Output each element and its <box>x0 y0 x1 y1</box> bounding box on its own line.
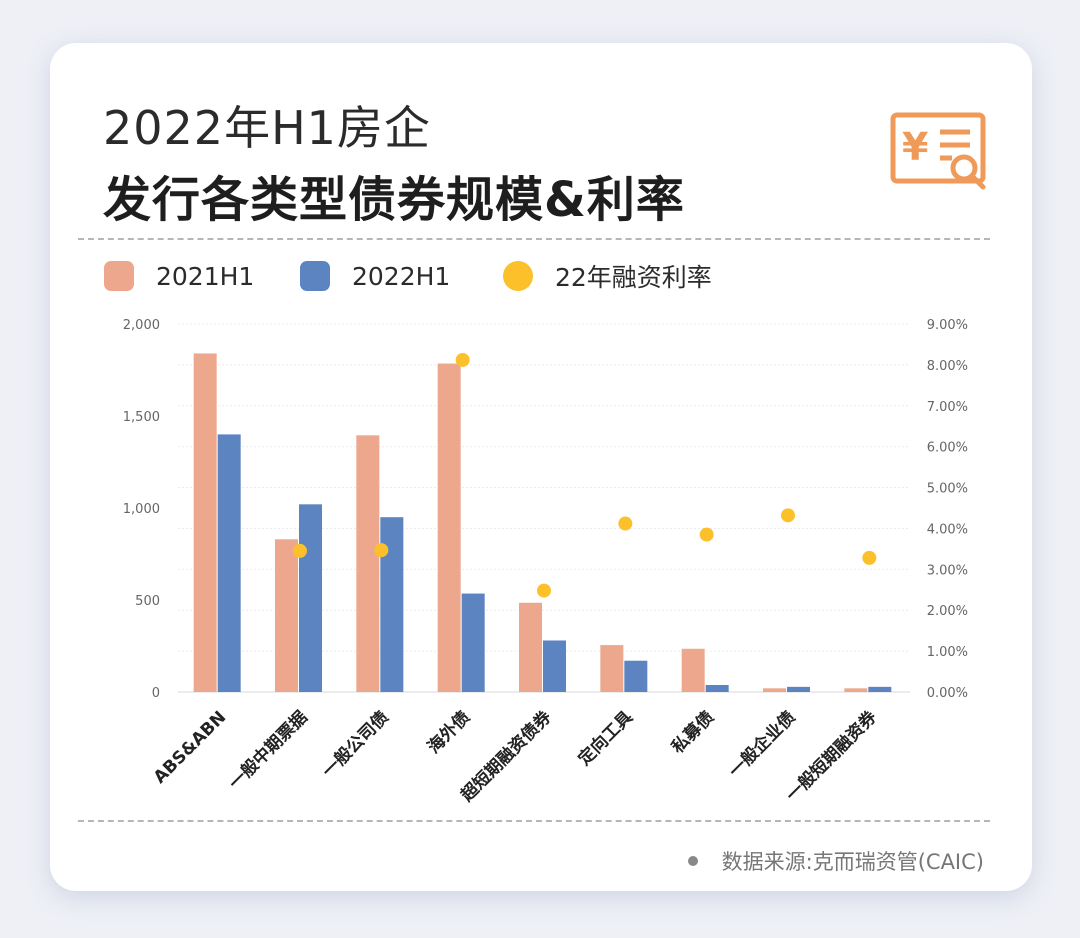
bar-2022h1 <box>217 434 241 692</box>
chart-title-line1: 2022年H1房企 <box>103 101 431 155</box>
bar-2021h1 <box>356 435 380 692</box>
bar-2021h1 <box>844 688 868 692</box>
source-text: 数据来源:克而瑞资管(CAIC) <box>721 850 984 874</box>
x-category-label: 海外债 <box>423 707 474 758</box>
y-left-tick-label: 0 <box>152 686 160 701</box>
legend-swatch-rate <box>503 261 533 291</box>
y-left-tick-label: 1,500 <box>123 410 160 425</box>
rate-point <box>618 516 633 531</box>
yuan-document-search-icon: ¥ <box>890 112 990 196</box>
legend-item-2022h1: 2022H1 <box>300 258 450 294</box>
x-category-label: 私募债 <box>667 707 718 758</box>
bar-2021h1 <box>681 648 705 692</box>
bar-2021h1 <box>275 539 298 692</box>
rate-point <box>699 527 714 542</box>
legend-swatch-2021h1 <box>104 261 134 291</box>
x-category-label: ABS&ABN <box>150 707 230 787</box>
y-right-tick-label: 0.00% <box>927 686 968 701</box>
rate-point <box>293 543 307 558</box>
rate-point <box>862 550 877 565</box>
bar-2022h1 <box>299 504 322 692</box>
y-right-tick-label: 9.00% <box>927 318 968 333</box>
y-right-tick-label: 2.00% <box>927 604 968 619</box>
rate-point <box>455 352 470 367</box>
y-left-tick-label: 2,000 <box>123 318 160 333</box>
legend-label-2022h1: 2022H1 <box>352 261 451 291</box>
legend-item-rate: 22年融资利率 <box>503 258 712 294</box>
bar-2021h1 <box>763 688 786 692</box>
y-right-tick-label: 5.00% <box>927 482 968 497</box>
bar-2022h1 <box>787 686 810 692</box>
bar-2022h1 <box>543 640 566 692</box>
x-category-label: 一般企业债 <box>725 707 800 782</box>
legend-item-2021h1: 2021H1 <box>104 258 254 294</box>
bar-2022h1 <box>705 685 729 692</box>
svg-text:¥: ¥ <box>902 125 928 169</box>
bullet-icon <box>687 856 698 866</box>
footer-divider <box>78 820 990 822</box>
rate-point <box>374 543 389 558</box>
y-left-tick-label: 1,000 <box>123 502 160 517</box>
y-right-tick-label: 1.00% <box>927 645 968 660</box>
y-right-tick-label: 7.00% <box>927 400 968 415</box>
rate-point <box>781 508 795 523</box>
source-note: 数据来源:克而瑞资管(CAIC) <box>687 846 984 876</box>
x-category-label: 定向工具 <box>574 707 637 770</box>
y-right-tick-label: 6.00% <box>927 441 968 456</box>
y-right-tick-label: 4.00% <box>927 522 968 537</box>
rate-point <box>537 583 551 598</box>
bar-2021h1 <box>437 363 461 692</box>
chart-title-line2: 发行各类型债券规模&利率 <box>103 172 685 228</box>
bar-2021h1 <box>193 353 217 692</box>
legend-label-rate: 22年融资利率 <box>555 263 712 292</box>
bar-2022h1 <box>461 593 485 692</box>
y-right-tick-label: 8.00% <box>927 359 968 374</box>
y-left-tick-label: 500 <box>135 594 160 609</box>
header-divider <box>78 238 990 240</box>
legend-swatch-2022h1 <box>300 261 330 291</box>
x-category-label: 一般中期票据 <box>225 707 312 794</box>
bar-2021h1 <box>600 645 624 692</box>
bar-2022h1 <box>380 517 404 692</box>
y-right-tick-label: 3.00% <box>927 563 968 578</box>
bar-2021h1 <box>519 602 542 692</box>
bar-2022h1 <box>868 686 892 692</box>
x-category-label: 一般公司债 <box>318 707 393 782</box>
legend-label-2021h1: 2021H1 <box>156 261 255 291</box>
bar-2022h1 <box>624 660 648 692</box>
